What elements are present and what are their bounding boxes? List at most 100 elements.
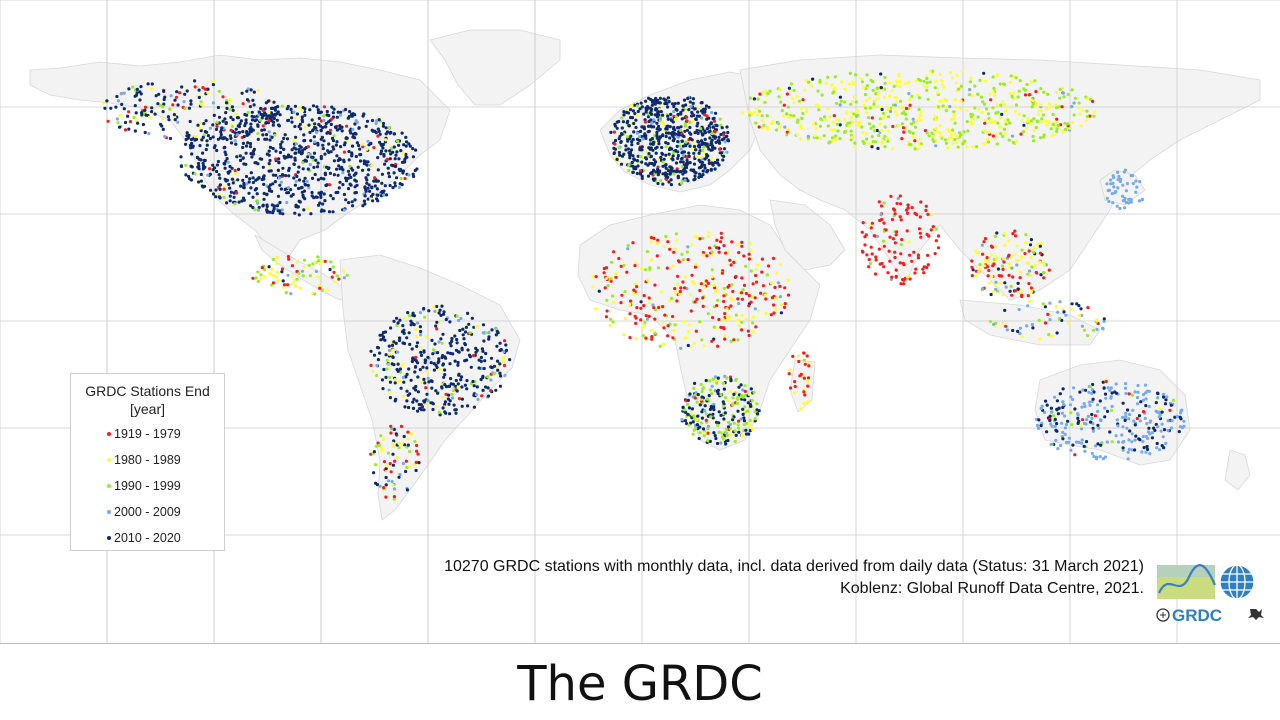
station-point [764, 297, 768, 301]
station-point [878, 218, 882, 223]
station-point [695, 400, 699, 404]
station-point [671, 134, 675, 138]
station-point [479, 377, 483, 382]
station-point [634, 316, 638, 320]
station-point [290, 148, 294, 152]
station-point [487, 335, 491, 339]
station-point [1178, 425, 1182, 429]
station-point [1084, 422, 1088, 426]
station-point [1024, 241, 1028, 245]
station-point [1081, 388, 1085, 392]
station-point [205, 139, 209, 143]
slide-title: The GRDC [517, 656, 763, 712]
station-point [267, 149, 271, 153]
station-point [248, 130, 252, 134]
station-point [1091, 429, 1095, 433]
station-point [648, 147, 652, 151]
station-point [168, 136, 173, 141]
station-point [472, 405, 476, 409]
station-point [628, 336, 632, 340]
station-point [725, 150, 729, 154]
station-point [863, 93, 868, 97]
station-point [1029, 255, 1033, 259]
station-point [490, 366, 494, 370]
station-point [256, 123, 260, 127]
station-point [309, 212, 313, 216]
station-point [393, 378, 397, 382]
station-point [205, 87, 209, 91]
station-point [406, 443, 410, 447]
station-point [785, 130, 789, 134]
station-point [272, 100, 276, 104]
station-point [401, 152, 405, 156]
station-point [469, 365, 473, 369]
station-point [736, 423, 740, 427]
station-point [437, 410, 441, 414]
station-point [1056, 412, 1060, 416]
station-point [701, 132, 705, 136]
station-point [704, 279, 709, 283]
station-point [640, 174, 644, 178]
station-point [1003, 281, 1007, 285]
station-point [657, 142, 661, 146]
station-point [193, 172, 197, 176]
station-point [722, 292, 726, 296]
station-point [450, 339, 454, 343]
station-point [753, 296, 757, 300]
station-point [258, 118, 262, 122]
station-point [617, 146, 621, 150]
station-point [657, 137, 661, 141]
station-point [182, 100, 186, 104]
station-point [242, 162, 246, 166]
station-point [190, 152, 194, 156]
station-point [713, 160, 717, 165]
station-point [390, 343, 395, 347]
station-point [1012, 91, 1016, 95]
station-point [1035, 423, 1039, 428]
station-point [217, 89, 221, 93]
station-point [319, 154, 323, 159]
station-point [382, 460, 387, 464]
station-point [739, 417, 743, 421]
station-point [899, 252, 903, 256]
station-point [737, 302, 741, 306]
station-point [281, 212, 285, 216]
station-point [1072, 113, 1076, 117]
station-point [1042, 276, 1046, 280]
station-point [699, 139, 704, 143]
station-point [441, 406, 445, 410]
logo-text: GRDC [1172, 606, 1222, 625]
station-point [891, 237, 896, 241]
station-point [176, 103, 180, 107]
legend-item: 1990 - 1999 [107, 478, 181, 494]
station-point [710, 144, 715, 148]
station-point [968, 80, 973, 84]
station-point [374, 463, 378, 467]
station-point [211, 101, 215, 105]
station-point [633, 282, 637, 286]
station-point [252, 103, 256, 107]
station-point [274, 149, 278, 153]
station-point [1118, 206, 1122, 211]
station-point [1054, 438, 1058, 442]
station-point [934, 227, 938, 231]
station-point [680, 139, 685, 143]
station-point [668, 155, 672, 159]
station-point [708, 379, 712, 383]
station-point [706, 312, 711, 316]
station-point [443, 400, 447, 404]
station-point [334, 143, 338, 147]
station-point [740, 240, 744, 244]
station-point [1158, 407, 1162, 411]
station-point [754, 325, 758, 329]
station-point [869, 226, 873, 230]
station-point [389, 470, 393, 474]
station-point [713, 146, 717, 150]
station-point [701, 253, 705, 257]
station-point [146, 82, 150, 86]
station-point [244, 174, 249, 179]
station-point [1003, 232, 1007, 236]
station-point [302, 258, 307, 262]
station-point [724, 442, 728, 446]
station-point [216, 105, 220, 110]
